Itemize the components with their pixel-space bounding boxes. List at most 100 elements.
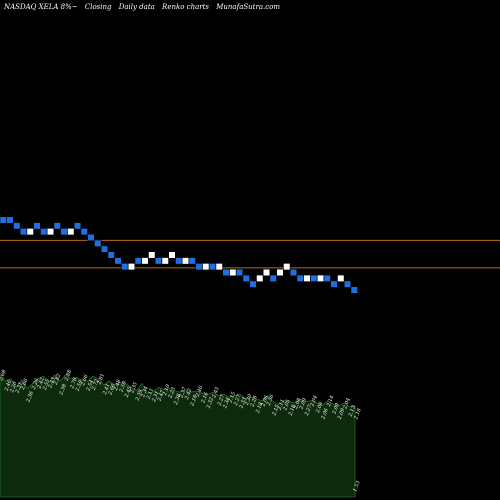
volume-label: 2.81 [96,373,106,386]
renko-brick-down [222,269,230,276]
volume-label: 2.15 [227,391,237,404]
renko-brick-up [141,257,149,265]
volume-label: 2.45 [211,386,221,399]
renko-brick-down [350,286,358,294]
volume-label: 2.10 [162,383,172,397]
renko-brick-down [87,234,95,241]
renko-brick-down [107,251,115,259]
volume-label: 2.09 [331,402,341,416]
volume-label: 2.82 [52,373,62,386]
renko-brick-up [215,263,223,271]
renko-brick-up [168,251,176,259]
ticker-label: NASDAQ XELA 8%~ [4,3,78,11]
volume-label: 2.23 [167,387,177,400]
renko-brick-down [188,257,196,265]
renko-brick-down [53,222,61,230]
renko-brick-up [229,269,237,276]
renko-brick-up [26,228,34,236]
renko-brick-down [114,257,122,265]
volume-label: 2.09 [298,397,308,411]
volume-label: 2.45 [123,386,133,399]
renko-brick-down [323,274,331,282]
renko-brick-down [121,263,129,271]
volume-label: 2.43 [47,376,57,389]
volume-label: 2.55 [42,378,52,391]
volume-label: 2.16 [200,391,210,405]
volume-label: 2.18 [255,402,265,415]
volume-label: 2.28 [249,395,259,408]
volume-label: 2.26 [31,377,41,391]
renko-brick-down [242,274,250,282]
volume-label: 2.27 [233,393,243,407]
volume-label: 2.88 [63,369,73,382]
chart-type-label: Renko charts [162,3,210,11]
volume-label: 2.06 [260,394,270,408]
volume-label: 2.37 [178,386,188,400]
volume-area [0,374,356,498]
volume-label: 2.42 [36,377,46,390]
volume-label: 2.68 [0,369,8,382]
closing-label: Closing [84,3,112,11]
renko-brick-down [0,216,7,224]
volume-label: 2.33 [238,397,248,410]
renko-brick-down [330,280,338,288]
volume-label: 2.13 [347,405,357,418]
period-label: Daily data [118,3,155,11]
volume-label: 2.11 [276,398,286,411]
volume-label: 2.47 [156,389,166,403]
renko-brick-up [276,269,284,276]
volume-label: 2.20 [9,380,19,394]
renko-brick-down [175,257,183,265]
volume-label: 2.04 [342,397,352,410]
volume-label: 2.66 [107,383,117,397]
renko-brick-up [202,263,210,271]
renko-brick-up [148,251,156,259]
renko-brick-up [283,263,291,271]
volume-label: 2.08 [293,397,303,410]
volume-label: 2.46 [3,379,13,393]
renko-brick-up [317,274,324,282]
renko-brick-down [236,269,243,276]
renko-brick-up [128,263,135,271]
renko-brick-up [303,274,311,282]
volume-label: 2.54 [85,379,95,392]
volume-label: 2.11 [145,387,155,400]
volume-label: 2.09 [336,407,346,421]
renko-brick-down [40,228,48,236]
renko-brick-up [67,228,75,236]
volume-label: 2.31 [151,390,161,403]
volume-label: 2.18 [353,408,363,421]
volume-label: 2.31 [14,381,24,394]
volume-label: 2.36 [25,390,35,404]
renko-brick-down [33,222,41,230]
volume-label: 2.14 [326,395,336,408]
volume-label: 2.41 [102,383,112,396]
volume-label: 2.08 [315,401,325,414]
renko-brick-down [20,228,27,236]
volume-label: 2.32 [205,397,215,410]
volume-label: 2.04 [309,395,319,408]
volume-label: 2.27 [304,403,314,417]
renko-brick-down [155,257,162,265]
renko-brick-down [60,228,68,236]
renko-brick-down [94,239,102,247]
volume-label: 2.46 [194,384,204,398]
volume-label: 2.20 [244,393,254,407]
renko-brick-up [256,274,264,282]
renko-brick-up [161,257,169,265]
volume-label: 2.34 [222,397,232,410]
renko-brick-down [269,274,277,282]
renko-brick-down [13,222,21,230]
renko-brick-down [101,245,108,253]
renko-brick-down [80,228,88,236]
volume-label: 2.05 [282,399,292,412]
volume-label: 2.60 [20,377,30,391]
renko-brick-down [310,274,318,282]
volume-label: 2.38 [58,383,68,396]
volume-label: 2.59 [74,379,84,393]
volume-label: 2.06 [320,407,330,421]
volume-label: 2.78 [69,377,79,390]
volume-label: 2.59 [118,380,128,394]
